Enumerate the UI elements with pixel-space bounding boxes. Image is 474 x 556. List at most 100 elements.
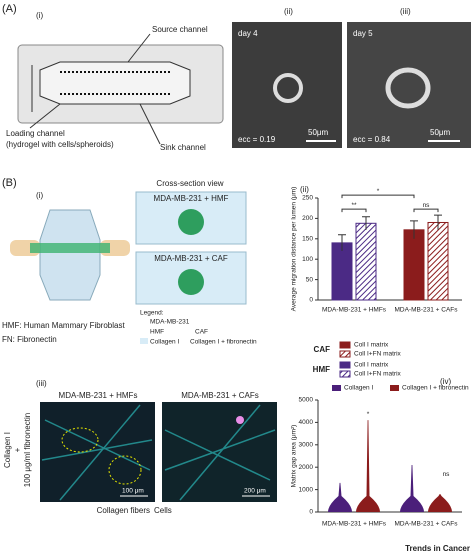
annotation: * (367, 411, 370, 418)
label: Loading channel (6, 129, 65, 138)
legend-swatch (339, 361, 351, 369)
legend-swatch (390, 385, 399, 391)
error-bar (338, 234, 346, 252)
label: FN: Fibronectin (2, 335, 57, 344)
fibers (41, 404, 153, 501)
label: Cross-section view (156, 179, 223, 188)
label: day 4 (238, 29, 258, 38)
error-bar (434, 214, 442, 230)
y-tick-label: 2000 (299, 464, 314, 471)
violin (428, 494, 452, 512)
legend-group: CAF (314, 345, 331, 354)
annotation: * (377, 188, 380, 195)
y-tick-label: 150 (302, 236, 313, 243)
y-axis-label: Matrix gap area (μm²) (291, 425, 298, 488)
bar (355, 222, 377, 301)
label: MDA-MB-231 + HMF (154, 194, 229, 203)
x-tick-label: MDA-MB-231 + HMFs (322, 307, 387, 314)
y-tick-label: 4000 (299, 419, 314, 426)
panel-label: (A) (2, 3, 17, 15)
label: ecc = 0.84 (353, 135, 391, 144)
sub-label: (iv) (440, 377, 451, 386)
x-tick-label: MDA-MB-231 + CAFs (394, 307, 458, 314)
y-tick-label: 100 (302, 256, 313, 263)
spheroid (273, 73, 303, 103)
sub-label: (ii) (300, 185, 309, 194)
bar (427, 221, 449, 301)
annotation: ns (423, 202, 431, 209)
spheroid (178, 209, 204, 235)
legend-entry: Collagen I (150, 339, 179, 346)
legend-entry: Coll I matrix (354, 342, 389, 349)
y-tick-label: 0 (309, 297, 313, 304)
label: 50μm (430, 128, 451, 137)
pointer (29, 103, 61, 129)
x-tick-label: MDA-MB-231 + HMFs (322, 521, 387, 528)
gap (61, 427, 99, 453)
label: Cells (154, 506, 172, 515)
sub-label: (iii) (36, 379, 47, 388)
bracket (341, 194, 415, 199)
y-tick-label: 3000 (299, 442, 314, 449)
error-bar (362, 216, 370, 230)
label: Source channel (152, 25, 208, 34)
device (39, 209, 101, 301)
sub-label: (i) (36, 191, 43, 200)
label: Sink channel (160, 143, 206, 152)
bar (403, 229, 425, 301)
cells (30, 243, 110, 253)
label: (hydrogel with cells/spheroids) (6, 140, 114, 149)
label: MDA-MB-231 + CAFs (181, 391, 259, 400)
label: + (13, 447, 22, 452)
panel-label: (B) (2, 177, 17, 189)
label: Collagen I (3, 432, 12, 468)
bracket (341, 208, 367, 213)
swatch (140, 338, 148, 344)
label: 200 μm (244, 488, 266, 495)
label: 50μm (308, 128, 329, 137)
fibers (164, 404, 276, 501)
label: MDA-MB-231 + CAF (154, 254, 228, 263)
spheroid (385, 67, 431, 109)
bar (331, 242, 353, 301)
legend-swatch (339, 341, 351, 349)
y-tick-label: 5000 (299, 397, 314, 404)
pointer (127, 33, 151, 63)
label: ecc = 0.19 (238, 135, 276, 144)
error-bar (410, 220, 418, 239)
gap (108, 455, 142, 485)
y-tick-label: 1000 (299, 486, 314, 493)
legend-entry: HMF (150, 329, 164, 336)
violin (328, 482, 352, 512)
sub-label: (iii) (400, 7, 411, 16)
violin (400, 464, 424, 512)
footer: Trends in Cancer (405, 544, 470, 553)
label: 100 μg/ml fibronectin (23, 413, 32, 487)
legend-entry: Coll I+FN matrix (354, 371, 402, 378)
sub-label: (ii) (284, 7, 293, 16)
micrograph (40, 402, 155, 502)
y-axis-label: Average migration distance per lumen (μm… (291, 187, 298, 312)
legend-entry: CAF (195, 329, 208, 336)
violin (356, 420, 380, 512)
x-tick-label: MDA-MB-231 + CAFs (394, 521, 458, 528)
legend-entry: Coll I matrix (354, 362, 389, 369)
legend-swatch (339, 350, 351, 358)
label: MDA-MB-231 + HMFs (59, 391, 138, 400)
micrograph (347, 22, 471, 148)
legend-swatch (332, 385, 341, 391)
micrograph (232, 22, 342, 148)
legend-entry: MDA-MB-231 (150, 319, 190, 326)
annotation: ns (443, 471, 451, 478)
pointer (139, 103, 161, 145)
label: HMF: Human Mammary Fibroblast (2, 321, 125, 330)
annotation: ** (351, 202, 357, 209)
label: Legend: (140, 310, 164, 317)
label: 100 μm (122, 488, 144, 495)
legend-entry: Collagen I + fibronectin (402, 385, 469, 392)
legend-swatch (339, 370, 351, 378)
y-tick-label: 250 (302, 195, 313, 202)
bracket (413, 208, 439, 213)
legend-entry: Coll I+FN matrix (354, 351, 402, 358)
